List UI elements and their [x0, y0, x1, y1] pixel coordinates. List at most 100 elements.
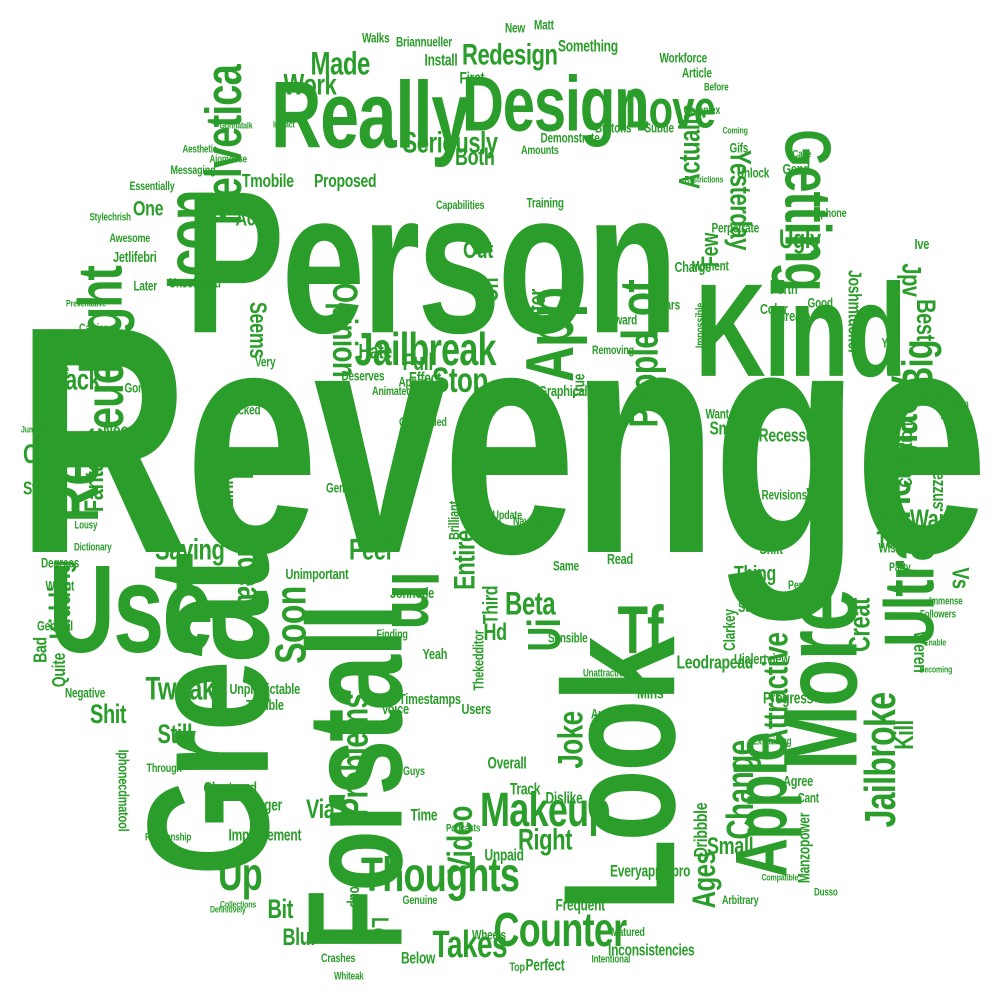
word-full: Full — [402, 348, 434, 376]
word-problems: Problems — [333, 693, 376, 817]
word-guys: Guys — [403, 763, 425, 778]
word-unattractive: Unattractive — [583, 667, 628, 680]
word-light: Light — [64, 266, 135, 374]
word-complex: Complex — [683, 102, 721, 117]
word-third: Third — [480, 585, 504, 625]
word-ugly: Ugly — [779, 225, 821, 255]
word-made: Made — [310, 46, 371, 83]
word-gonnatalk: Gonnatalk — [219, 121, 253, 131]
word-perfect: Perfect — [525, 955, 565, 975]
word-right: Right — [518, 822, 573, 857]
word-shift: Shift — [759, 541, 784, 558]
word-unimportant: Unimportant — [285, 566, 349, 583]
word-collections: Collections — [220, 900, 257, 910]
word-proposed: Proposed — [314, 169, 377, 191]
word-gifs: Gifs — [729, 141, 749, 157]
word-revenge: Revenge — [16, 259, 989, 621]
word-unlock: Unlock — [737, 166, 770, 182]
word-hacked: Hacked — [226, 403, 261, 419]
word-degrees: Degrees — [41, 556, 80, 572]
word-dictionary: Dictionary — [74, 541, 112, 554]
word-install: Install — [424, 50, 458, 70]
word-joke: Joke — [549, 711, 591, 769]
word-steezzus: Steezzus — [929, 451, 951, 509]
word-link: Link — [215, 476, 239, 508]
word-lousy: Lousy — [74, 519, 98, 532]
word-definitively: Definitively — [210, 905, 246, 915]
word-uialertview: Uialertview — [734, 651, 790, 668]
word-essentially: Essentially — [129, 178, 175, 193]
word-oh: Oh — [476, 277, 504, 303]
word-update: Update — [492, 507, 523, 522]
word-first: First — [459, 68, 485, 88]
word-subtle: Subtle — [644, 121, 675, 137]
word-turn: Turn — [876, 526, 915, 554]
word-want: Want — [705, 407, 729, 423]
word-bit: Bit — [267, 895, 294, 925]
word-starting: Starting — [738, 599, 778, 616]
word-voice: Voice — [381, 701, 410, 718]
word-navigation: Navigation — [513, 513, 558, 528]
word-finally: Finally — [249, 384, 280, 400]
word-through: Through — [146, 760, 182, 775]
word-animated: Animated — [372, 383, 412, 398]
word-joshmtucker: Joshmtucker — [844, 269, 866, 355]
word-jpv: Jpv — [895, 263, 925, 297]
word-gonna: Gonna — [124, 381, 156, 397]
word-kind: Kind — [695, 255, 907, 405]
word-perpetrate: Perpetrate — [711, 221, 760, 237]
word-aiomoose: Aiomoose — [209, 153, 248, 166]
word-leodrapeau: Leodrapeau — [676, 651, 754, 673]
word-bigger: Bigger — [245, 795, 283, 815]
word-capabilities: Capabilities — [436, 197, 485, 212]
word-genuine: Genuine — [402, 892, 438, 907]
word-love: Love — [625, 80, 716, 140]
word-training: Training — [526, 196, 564, 212]
word-wait: Wait — [910, 505, 950, 535]
word-top: Top — [509, 959, 525, 974]
word-timestamps: Timestamps — [399, 691, 461, 708]
word-act: Act — [235, 207, 261, 231]
word-idea: Idea — [229, 550, 271, 600]
word-recessed: Recessed — [758, 424, 822, 446]
word-deserves: Deserves — [341, 369, 385, 385]
word-tf: Tf — [617, 592, 664, 668]
word-awesome: Awesome — [109, 230, 151, 245]
word-hd: Hd — [483, 618, 508, 646]
word-creat: Creat — [842, 597, 877, 653]
word-later: Later — [133, 279, 158, 295]
word-group: Group — [345, 872, 365, 908]
word-overall: Overall — [487, 753, 527, 773]
word-brilliant: Brilliant — [446, 500, 463, 540]
word-ive: Ive — [914, 236, 930, 253]
word-back: Back — [49, 362, 101, 397]
word-yes: Yes — [881, 336, 899, 352]
word-small: Small — [707, 832, 754, 860]
word-podcasts: Podcasts — [446, 822, 481, 835]
word-article: Article — [682, 66, 712, 82]
word-though: Though — [919, 389, 948, 402]
word-big: Big — [893, 340, 943, 390]
word-tweet: Tweet — [658, 386, 688, 403]
word-jumping: Jumping — [21, 425, 50, 435]
word-graphical: Graphical — [538, 383, 588, 400]
word-demonstrate: Demonstrate — [540, 131, 600, 147]
word-effect: Effect — [409, 368, 441, 388]
word-briannueller: Briannueller — [396, 35, 452, 51]
word-feel: Feel — [349, 532, 392, 567]
word-stop: Stop — [432, 359, 488, 401]
word-intentional: Intentional — [591, 953, 631, 966]
word-store: Store — [23, 477, 58, 499]
word-cant: Cant — [797, 791, 820, 807]
word-inconsistencies: Inconsistencies — [608, 940, 695, 960]
word-mins: Mins — [637, 683, 664, 703]
word-carrier: Carrier — [79, 320, 108, 335]
word-very: Very — [255, 355, 276, 371]
word-bars: Bars — [658, 298, 681, 314]
word-still: Still — [157, 720, 193, 750]
word-before: Before — [704, 81, 729, 94]
word-crashes: Crashes — [321, 950, 356, 965]
word-forward: Forward — [599, 313, 638, 329]
word-becoming: Becoming — [919, 665, 953, 675]
